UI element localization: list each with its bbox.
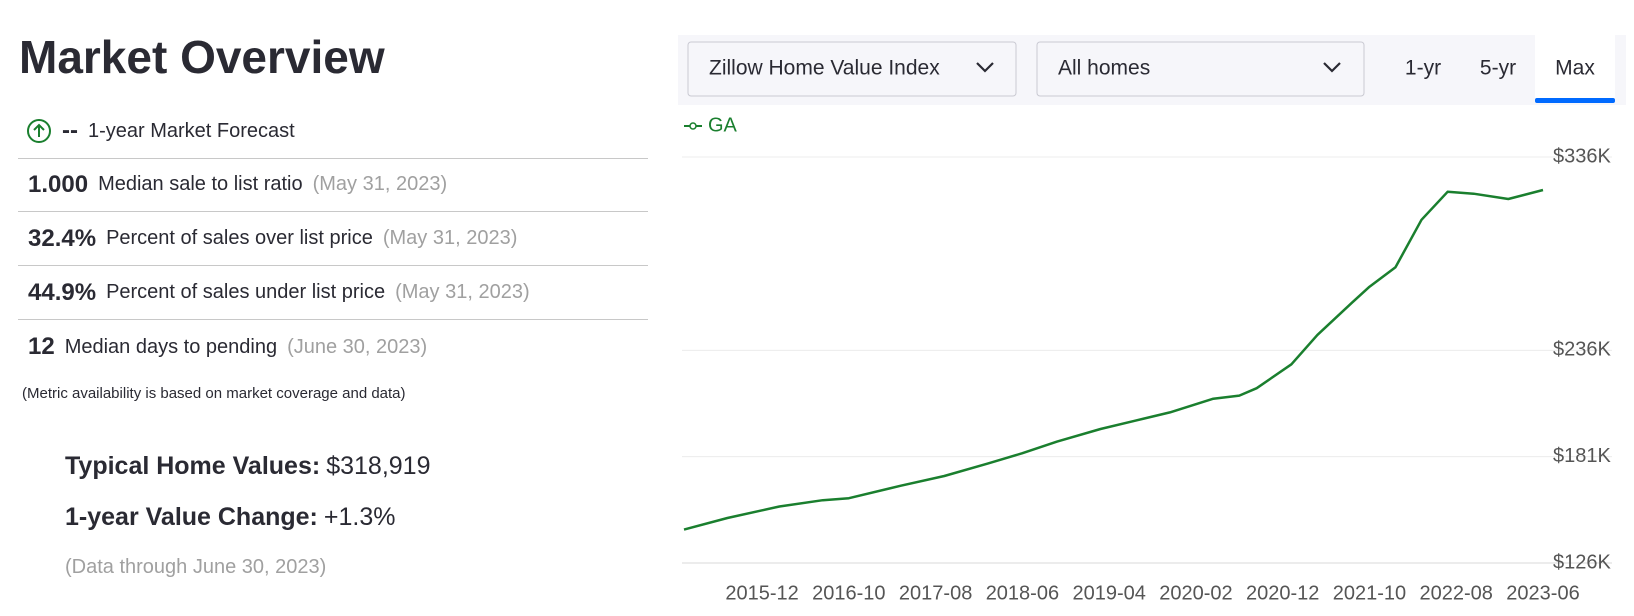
change-number: +1.3% bbox=[323, 503, 396, 531]
value-change: 1-year Value Change: +1.3% bbox=[65, 503, 395, 532]
forecast-row: -- 1-year Market Forecast bbox=[18, 104, 648, 159]
y-tick-label: $181K bbox=[1553, 445, 1611, 467]
x-tick-label: 2019-04 bbox=[1072, 582, 1145, 604]
active-tab bbox=[1535, 30, 1615, 100]
y-tick-label: $336K bbox=[1553, 145, 1611, 167]
chevron bbox=[976, 62, 994, 73]
y-tick-label: $236K bbox=[1553, 339, 1611, 361]
metric-date: (May 31, 2023) bbox=[395, 281, 530, 303]
typical-value: Typical Home Values: $318,919 bbox=[65, 452, 430, 481]
data-through: (Data through June 30, 2023) bbox=[65, 556, 327, 578]
up-icon bbox=[27, 119, 51, 143]
range-button[interactable]: Max bbox=[1555, 57, 1595, 80]
metric-date: (May 31, 2023) bbox=[382, 227, 518, 249]
metric-row: 1.000 Median sale to list ratio (May 31, 2… bbox=[18, 158, 648, 212]
metric-label: Median days to pending bbox=[64, 335, 278, 358]
legend-label: GA bbox=[708, 114, 738, 136]
metric-row: 32.4% Percent of sales over list price (Ma… bbox=[18, 212, 648, 266]
home-type-dropdown[interactable] bbox=[1036, 41, 1365, 97]
range-button[interactable]: 1-yr bbox=[1405, 57, 1441, 80]
chevron bbox=[1323, 62, 1341, 73]
x-tick-label: 2016-10 bbox=[812, 582, 885, 604]
toolbar bbox=[678, 35, 1626, 105]
metric-label: Median sale to list ratio bbox=[98, 173, 303, 195]
metric-value: 12 bbox=[28, 333, 55, 360]
x-tick-label: 2018-06 bbox=[986, 582, 1059, 604]
metric-row: 44.9% Percent of sales under list price (M… bbox=[18, 266, 648, 320]
forecast-value: -- bbox=[62, 117, 78, 144]
y-tick-label: $126K bbox=[1553, 551, 1611, 573]
note: (Metric availability is based on market … bbox=[22, 385, 406, 402]
active-underline bbox=[1535, 98, 1615, 103]
range-button[interactable]: 5-yr bbox=[1480, 57, 1516, 80]
home-type-label: All homes bbox=[1058, 57, 1150, 80]
forecast-label: 1-year Market Forecast bbox=[87, 119, 295, 142]
title: Market Overview bbox=[19, 31, 385, 83]
typical-number: $318,919 bbox=[326, 452, 431, 480]
metric-label: Percent of sales over list price bbox=[106, 227, 373, 249]
index-dropdown[interactable] bbox=[687, 41, 1017, 97]
metric-value: 32.4% bbox=[28, 224, 97, 252]
x-tick-label: 2015-12 bbox=[725, 582, 798, 604]
typical-label: Typical Home Values: bbox=[65, 452, 321, 480]
x-tick-label: 2020-02 bbox=[1159, 582, 1232, 604]
series-line bbox=[683, 188, 1544, 531]
legend-marker-dot bbox=[689, 122, 697, 130]
metric-label: Percent of sales under list price bbox=[106, 281, 386, 303]
x-tick-label: 2022-08 bbox=[1420, 582, 1493, 604]
metric-row: 12 Median days to pending (June 30, 2023) bbox=[18, 320, 648, 374]
change-label: 1-year Value Change: bbox=[65, 503, 318, 531]
metric-date: (May 31, 2023) bbox=[312, 173, 448, 195]
metric-value: 1.000 bbox=[28, 170, 89, 198]
x-tick-label: 2023-06 bbox=[1506, 582, 1579, 604]
x-tick-label: 2021-10 bbox=[1333, 582, 1406, 604]
index-dropdown-label: Zillow Home Value Index bbox=[709, 57, 940, 80]
metric-value: 44.9% bbox=[28, 278, 97, 306]
x-tick-label: 2020-12 bbox=[1246, 582, 1319, 604]
metric-date: (June 30, 2023) bbox=[287, 335, 428, 358]
range-button[interactable]: Max bbox=[1555, 57, 1595, 80]
x-tick-label: 2017-08 bbox=[899, 582, 972, 604]
